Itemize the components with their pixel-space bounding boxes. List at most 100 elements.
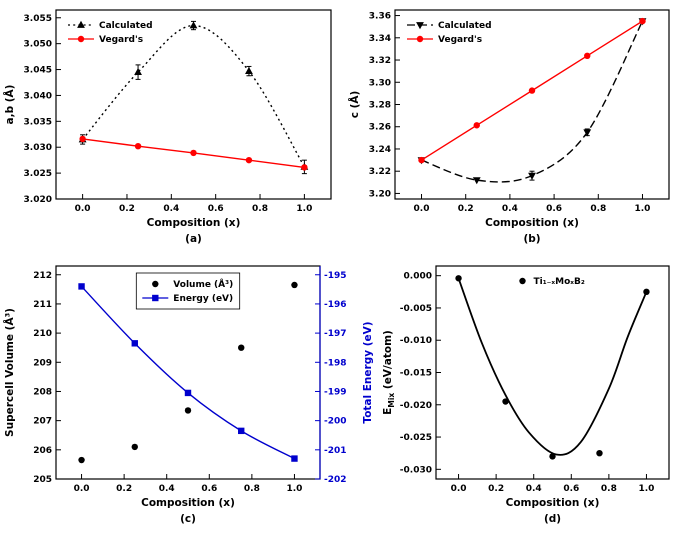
data-point-marker	[78, 283, 85, 290]
series-line	[82, 24, 305, 168]
data-point-marker	[301, 164, 308, 171]
plot-frame	[435, 265, 670, 480]
y-tick-label: 206	[33, 446, 52, 456]
legend: Ti₁₋ₓMoₓB₂	[519, 277, 585, 287]
x-tick-label: 1.0	[296, 204, 312, 214]
legend-entry: Calculated	[407, 21, 492, 31]
y-tick-label: -0.010	[400, 336, 432, 346]
series-line	[81, 285, 295, 460]
x-tick-label: 0.0	[74, 484, 90, 494]
data-point-marker	[131, 340, 138, 347]
x-tick-label: 0.8	[252, 204, 268, 214]
right-y-tick-label: -197	[324, 329, 347, 339]
right-y-tick-label: -195	[324, 271, 347, 281]
y-axis-label: Supercell Volume (Å³)	[3, 308, 16, 437]
data-point-marker	[519, 277, 526, 285]
x-tick-label: 0.0	[451, 484, 467, 494]
x-tick-label: 1.0	[286, 484, 302, 494]
legend-entry: Ti₁₋ₓMoₓB₂	[519, 277, 585, 287]
series-fit-curve	[457, 277, 648, 456]
right-y-tick-label: -196	[324, 300, 347, 310]
y-tick-label: 3.050	[24, 40, 52, 50]
panel-caption: (c)	[180, 513, 196, 525]
y-tick-label: 3.32	[369, 56, 391, 66]
chart-b-svg: 0.0 0.2 0.4 0.6 0.8 1.0 3.20 3.22 3.24 3.26 3.28 3.…	[348, 9, 670, 245]
axes: 0.0 0.2 0.4 0.6 0.8 1.0 0.000 -0.005 -0.010 -0.01…	[382, 265, 670, 525]
legend-box	[135, 272, 241, 310]
x-tick-label: 0.6	[208, 204, 224, 214]
right-y-axis-label: Total Energy (eV)	[362, 321, 374, 423]
x-tick-label: 0.6	[546, 204, 562, 214]
legend-label: Energy (eV)	[173, 294, 233, 304]
x-tick-label: 0.8	[244, 484, 260, 494]
legend-entry: Calculated	[68, 20, 153, 31]
series-volume	[78, 281, 298, 464]
x-axis-label: Composition (x)	[506, 497, 600, 509]
y-tick-label: 212	[33, 271, 52, 281]
x-tick-label: 0.4	[159, 484, 175, 494]
y-tick-label: 205	[33, 475, 52, 485]
x-tick-label: 1.0	[635, 204, 651, 214]
x-tick-label: 0.6	[201, 484, 217, 494]
y-tick-label: 3.34	[369, 34, 391, 44]
data-point-marker	[473, 122, 480, 129]
y-tick-label: 3.055	[24, 14, 52, 24]
data-point-marker	[291, 455, 298, 462]
y-tick-label: 3.24	[369, 145, 391, 155]
data-point-marker	[79, 135, 86, 143]
y-tick-label: 208	[33, 387, 52, 397]
data-point-marker	[528, 87, 536, 94]
y-axis-label: c (Å)	[348, 91, 361, 119]
x-axis-label: Composition (x)	[141, 497, 235, 509]
axes: 0.0 0.2 0.4 0.6 0.8 1.0 205 206 207 208 209 210 211 2…	[3, 265, 374, 525]
data-point-marker	[78, 456, 85, 464]
right-y-tick-label: -198	[324, 358, 347, 368]
x-tick-label: 0.4	[163, 204, 179, 214]
x-tick-label: 1.0	[638, 484, 654, 494]
y-tick-label: 3.030	[24, 143, 52, 153]
data-point-marker	[291, 281, 298, 289]
right-y-tick-label: -202	[324, 475, 347, 485]
y-tick-label: -0.030	[400, 465, 432, 475]
legend-label: Ti₁₋ₓMoₓB₂	[534, 277, 585, 287]
legend-label: Calculated	[438, 21, 492, 31]
data-point-marker	[528, 172, 536, 180]
x-tick-label: 0.4	[502, 204, 518, 214]
panel-caption: (d)	[544, 513, 561, 525]
legend-entry: Vegard's	[68, 35, 143, 45]
y-tick-label: -0.005	[400, 304, 432, 314]
panel-caption: (b)	[523, 233, 540, 245]
chart-c-svg: 0.0 0.2 0.4 0.6 0.8 1.0 205 206 207 208 209 210 211 2…	[3, 265, 374, 525]
series-ti-mo-b	[455, 275, 650, 460]
data-point-marker	[77, 20, 85, 28]
x-tick-label: 0.4	[526, 484, 542, 494]
data-point-marker	[152, 294, 159, 302]
legend: Volume (Å³) Energy (eV)	[135, 272, 241, 310]
x-tick-label: 0.2	[458, 204, 474, 214]
data-point-marker	[131, 443, 138, 451]
x-tick-label: 0.0	[414, 204, 430, 214]
legend-entry: Energy (eV)	[142, 294, 233, 304]
legend-entry: Volume (Å³)	[152, 279, 233, 290]
y-tick-label: 3.035	[24, 117, 52, 127]
right-y-tick-label: -201	[324, 446, 347, 456]
panel-caption: (a)	[185, 233, 202, 245]
legend-label: Vegard's	[99, 35, 143, 45]
data-point-marker	[455, 275, 462, 282]
series-energy-ev	[78, 283, 298, 462]
data-point-marker	[245, 156, 253, 164]
data-point-marker	[639, 17, 646, 25]
data-point-marker	[134, 142, 142, 150]
y-tick-label: 3.040	[24, 91, 52, 101]
y-tick-label: 3.26	[369, 123, 391, 133]
x-tick-label: 0.2	[488, 484, 504, 494]
x-tick-label: 0.2	[119, 204, 135, 214]
series-line	[421, 20, 644, 183]
data-point-marker	[238, 344, 245, 351]
chart-d-svg: 0.0 0.2 0.4 0.6 0.8 1.0 0.000 -0.005 -0.010 -0.01…	[382, 265, 670, 525]
data-point-marker	[152, 280, 159, 288]
y-tick-label: -0.015	[400, 369, 432, 379]
data-point-marker	[238, 427, 245, 435]
legend-entry: Vegard's	[407, 35, 482, 45]
